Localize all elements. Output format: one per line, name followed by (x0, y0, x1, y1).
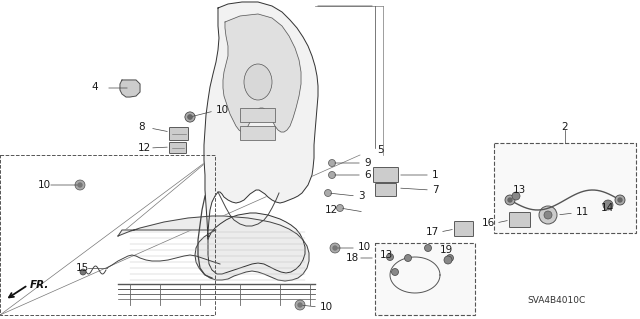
Polygon shape (120, 80, 140, 97)
Text: 12: 12 (138, 143, 151, 153)
Text: 19: 19 (440, 245, 453, 255)
Polygon shape (118, 216, 309, 281)
FancyBboxPatch shape (170, 128, 189, 140)
Circle shape (324, 189, 332, 197)
Text: 4: 4 (91, 82, 98, 92)
Circle shape (603, 200, 613, 210)
Text: 1: 1 (432, 170, 438, 180)
Text: 17: 17 (426, 227, 439, 237)
Circle shape (337, 204, 344, 211)
Circle shape (185, 112, 195, 122)
Circle shape (328, 172, 335, 179)
FancyBboxPatch shape (170, 143, 186, 153)
Circle shape (298, 303, 302, 307)
Text: 13: 13 (380, 250, 393, 260)
Text: 16: 16 (482, 218, 495, 228)
Circle shape (328, 160, 335, 167)
Circle shape (330, 243, 340, 253)
Bar (375, 243, 475, 315)
Text: 9: 9 (364, 158, 371, 168)
Circle shape (387, 254, 394, 261)
Text: 7: 7 (432, 185, 438, 195)
FancyBboxPatch shape (509, 212, 531, 227)
Bar (240, 108, 275, 122)
Bar (494, 143, 636, 233)
Circle shape (295, 300, 305, 310)
Text: 10: 10 (358, 242, 371, 252)
Circle shape (333, 246, 337, 250)
Text: 18: 18 (346, 253, 359, 263)
FancyBboxPatch shape (376, 183, 397, 197)
Circle shape (544, 211, 552, 219)
Circle shape (615, 195, 625, 205)
Circle shape (188, 115, 192, 119)
Circle shape (185, 112, 195, 122)
Circle shape (447, 255, 454, 262)
Circle shape (188, 115, 192, 119)
Circle shape (512, 192, 520, 200)
Text: 12: 12 (324, 205, 338, 215)
Circle shape (444, 256, 452, 264)
Text: 10: 10 (216, 105, 229, 115)
Text: 3: 3 (358, 191, 365, 201)
Circle shape (392, 269, 399, 276)
FancyBboxPatch shape (374, 167, 399, 182)
Circle shape (618, 198, 622, 202)
Circle shape (508, 198, 512, 202)
Polygon shape (204, 2, 318, 274)
Polygon shape (223, 14, 301, 132)
Text: 8: 8 (138, 122, 145, 132)
Text: 10: 10 (38, 180, 51, 190)
Circle shape (404, 255, 412, 262)
Circle shape (80, 269, 86, 275)
Text: 11: 11 (576, 207, 589, 217)
Ellipse shape (244, 64, 272, 100)
Circle shape (539, 206, 557, 224)
Text: 15: 15 (76, 263, 89, 273)
Text: 5: 5 (377, 145, 383, 155)
Text: 10: 10 (320, 302, 333, 312)
Bar (240, 126, 275, 140)
Circle shape (424, 244, 431, 251)
Circle shape (75, 180, 85, 190)
Text: 13: 13 (513, 185, 526, 195)
Text: 2: 2 (561, 122, 568, 132)
Bar (0, 155, 215, 315)
Text: FR.: FR. (30, 280, 49, 290)
Circle shape (505, 195, 515, 205)
FancyBboxPatch shape (454, 221, 474, 236)
Text: 14: 14 (601, 203, 614, 213)
Text: SVA4B4010C: SVA4B4010C (527, 296, 585, 305)
Circle shape (78, 183, 82, 187)
Text: 6: 6 (364, 170, 371, 180)
